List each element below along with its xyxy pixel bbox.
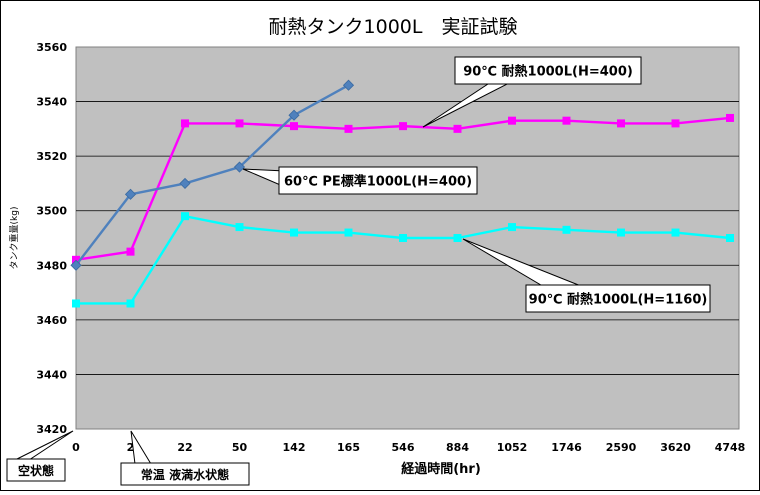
data-point xyxy=(399,234,407,242)
callout-cyan-box xyxy=(525,284,711,313)
data-point xyxy=(453,124,462,133)
x-tick-label: 1052 xyxy=(497,441,528,454)
x-tick-label: 2590 xyxy=(606,441,637,454)
data-point xyxy=(617,119,625,128)
chart-title: 耐熱タンク1000L 実証試験 xyxy=(269,16,518,38)
x-tick-label: 165 xyxy=(337,441,360,454)
series-3 xyxy=(72,212,734,308)
data-point xyxy=(235,223,244,232)
y-axis-ticks: 3420 3440 3460 3480 3500 3520 3540 3560 xyxy=(36,41,67,436)
x-tick-label: 4748 xyxy=(715,441,746,454)
callout-magenta-text: 90℃ 耐熱1000L(H=400) xyxy=(463,64,633,80)
annotation-empty: 空状態 xyxy=(6,430,74,482)
data-point xyxy=(126,299,135,308)
callout-blue-box xyxy=(278,166,478,195)
series-2 xyxy=(70,79,355,271)
data-point xyxy=(179,177,191,189)
callout-blue-gap xyxy=(280,190,476,193)
data-point xyxy=(342,79,355,91)
callout-magenta-gap xyxy=(456,80,640,83)
x-tick-label: 0 xyxy=(72,441,80,454)
x-tick-label: 3620 xyxy=(660,441,691,454)
data-point xyxy=(508,223,516,232)
data-point xyxy=(124,188,137,200)
callout-magenta-box xyxy=(454,56,642,85)
x-tick-label: 2 xyxy=(127,441,135,454)
data-point xyxy=(290,228,298,237)
y-axis-label: タンク重量(kg) xyxy=(8,207,20,270)
callout-cyan: 90℃ 耐熱1000L(H=1160) xyxy=(462,238,711,313)
series-1 xyxy=(72,113,734,264)
annotation-full-gap xyxy=(122,464,136,468)
data-point xyxy=(181,212,189,221)
series-layer xyxy=(70,79,734,308)
data-point xyxy=(399,122,407,131)
data-point xyxy=(70,259,82,271)
annotation-full-pointer xyxy=(130,430,152,465)
data-point xyxy=(344,228,353,237)
y-tick-label: 3420 xyxy=(36,423,67,436)
data-point xyxy=(233,161,246,173)
x-tick-label: 1746 xyxy=(551,441,582,454)
annotation-full: 常温 液満水状態 xyxy=(120,430,250,486)
data-point xyxy=(726,234,734,242)
x-tick-label: 142 xyxy=(283,441,306,454)
data-point xyxy=(72,299,80,308)
annotation-empty-text: 空状態 xyxy=(18,463,54,478)
gridlines xyxy=(76,101,739,375)
y-tick-label: 3560 xyxy=(36,41,67,54)
annotation-full-text: 常温 液満水状態 xyxy=(141,467,229,482)
callout-magenta: 90℃ 耐熱1000L(H=400) xyxy=(422,56,642,128)
x-tick-label: 22 xyxy=(177,441,192,454)
annotation-full-box xyxy=(120,462,250,486)
annotation-empty-box xyxy=(6,458,66,482)
data-point xyxy=(344,124,353,133)
data-point xyxy=(726,113,734,122)
series-2-line xyxy=(75,84,350,267)
x-axis-label: 経過時間(hr) xyxy=(401,461,481,477)
data-point xyxy=(671,119,680,128)
x-tick-label: 50 xyxy=(232,441,248,454)
data-point xyxy=(181,119,189,128)
data-point xyxy=(671,228,680,237)
x-axis-ticks: 0 2 22 50 142 165 546 884 1052 1746 2590 3620 4748 xyxy=(72,441,745,454)
data-point xyxy=(508,116,516,125)
y-tick-label: 3440 xyxy=(36,368,67,381)
callout-blue-text: 60℃ PE標準1000L(H=400) xyxy=(284,174,472,190)
y-tick-label: 3500 xyxy=(36,205,67,218)
data-point xyxy=(453,234,462,242)
x-tick-label: 884 xyxy=(446,441,469,454)
data-point xyxy=(562,116,571,125)
annotation-empty-gap xyxy=(8,460,22,464)
y-tick-label: 3460 xyxy=(36,314,67,327)
callout-blue: 60℃ PE標準1000L(H=400) xyxy=(242,166,478,195)
data-point xyxy=(617,228,625,237)
data-point xyxy=(290,122,298,131)
callout-cyan-gap xyxy=(527,308,709,311)
y-tick-label: 3520 xyxy=(36,150,67,163)
y-tick-label: 3480 xyxy=(36,259,67,272)
data-point xyxy=(562,225,571,234)
y-tick-label: 3540 xyxy=(36,96,67,109)
callouts: 90℃ 耐熱1000L(H=400) 60℃ PE標準1000L(H=400) 90… xyxy=(6,56,711,486)
data-point xyxy=(235,119,244,128)
callout-cyan-text: 90℃ 耐熱1000L(H=1160) xyxy=(529,292,708,308)
data-point xyxy=(288,109,300,121)
data-point xyxy=(126,247,135,256)
x-tick-label: 546 xyxy=(392,441,415,454)
